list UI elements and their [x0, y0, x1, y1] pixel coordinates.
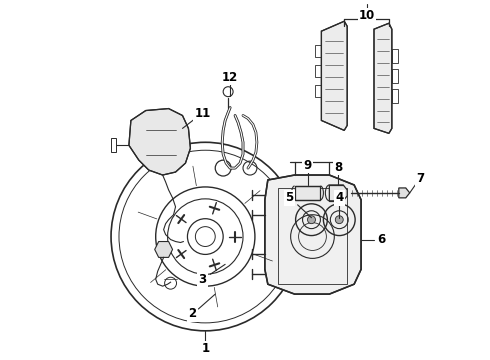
- Text: 4: 4: [335, 192, 343, 204]
- Text: 7: 7: [416, 171, 425, 185]
- Polygon shape: [329, 185, 347, 201]
- Polygon shape: [374, 23, 392, 133]
- Text: 9: 9: [303, 159, 312, 172]
- Text: 1: 1: [201, 342, 209, 355]
- Text: 11: 11: [194, 107, 211, 120]
- Text: 3: 3: [198, 273, 206, 286]
- Polygon shape: [129, 109, 191, 175]
- Text: 8: 8: [334, 161, 343, 174]
- Text: 2: 2: [188, 307, 196, 320]
- Polygon shape: [399, 188, 410, 198]
- Text: 5: 5: [286, 192, 294, 204]
- Text: 12: 12: [222, 71, 238, 84]
- Circle shape: [308, 216, 316, 224]
- Polygon shape: [321, 21, 347, 130]
- Circle shape: [335, 216, 343, 224]
- Polygon shape: [265, 175, 361, 294]
- Polygon shape: [294, 186, 320, 200]
- Polygon shape: [155, 242, 172, 257]
- Text: 10: 10: [359, 9, 375, 22]
- Text: 6: 6: [377, 233, 385, 246]
